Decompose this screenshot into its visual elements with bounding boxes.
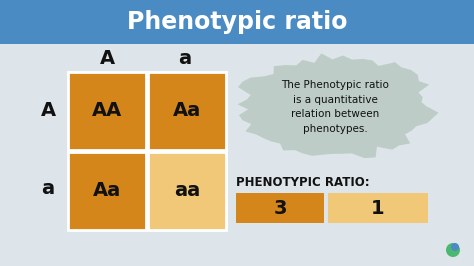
FancyBboxPatch shape	[236, 193, 324, 223]
FancyBboxPatch shape	[328, 193, 428, 223]
Text: Aa: Aa	[173, 102, 201, 120]
Text: The Phenotypic ratio
is a quantitative
relation between
phenotypes.: The Phenotypic ratio is a quantitative r…	[281, 80, 389, 134]
Text: A: A	[100, 48, 115, 68]
FancyBboxPatch shape	[0, 0, 474, 20]
Text: Aa: Aa	[93, 181, 121, 201]
Circle shape	[446, 243, 460, 257]
Text: AA: AA	[92, 102, 122, 120]
Text: a: a	[41, 180, 55, 198]
FancyBboxPatch shape	[68, 152, 146, 230]
FancyBboxPatch shape	[148, 152, 226, 230]
Text: PHENOTYPIC RATIO:: PHENOTYPIC RATIO:	[236, 177, 370, 189]
Polygon shape	[237, 53, 438, 158]
Text: aa: aa	[174, 181, 200, 201]
FancyBboxPatch shape	[0, 0, 474, 44]
Text: Phenotypic ratio: Phenotypic ratio	[127, 10, 347, 34]
Text: a: a	[178, 48, 191, 68]
Text: A: A	[40, 102, 55, 120]
FancyBboxPatch shape	[148, 72, 226, 150]
FancyBboxPatch shape	[68, 72, 146, 150]
Circle shape	[451, 243, 459, 251]
Text: 1: 1	[371, 198, 385, 218]
Text: 3: 3	[273, 198, 287, 218]
